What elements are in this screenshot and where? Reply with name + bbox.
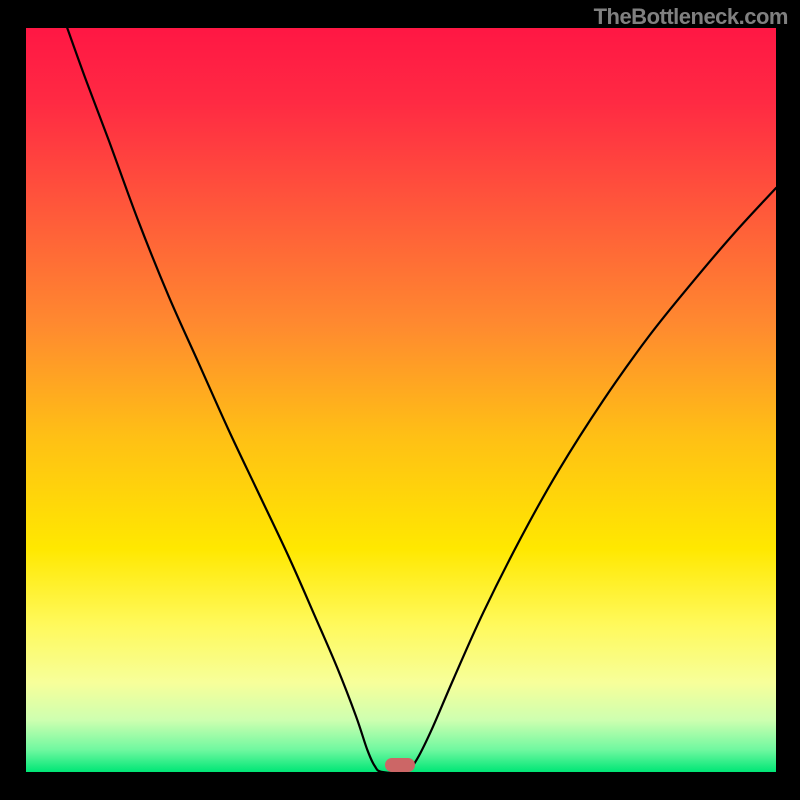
watermark-text: TheBottleneck.com bbox=[594, 4, 788, 30]
notch-marker bbox=[385, 758, 415, 772]
chart-container: TheBottleneck.com bbox=[0, 0, 800, 800]
curve-path bbox=[67, 28, 776, 773]
bottleneck-curve bbox=[26, 28, 776, 772]
